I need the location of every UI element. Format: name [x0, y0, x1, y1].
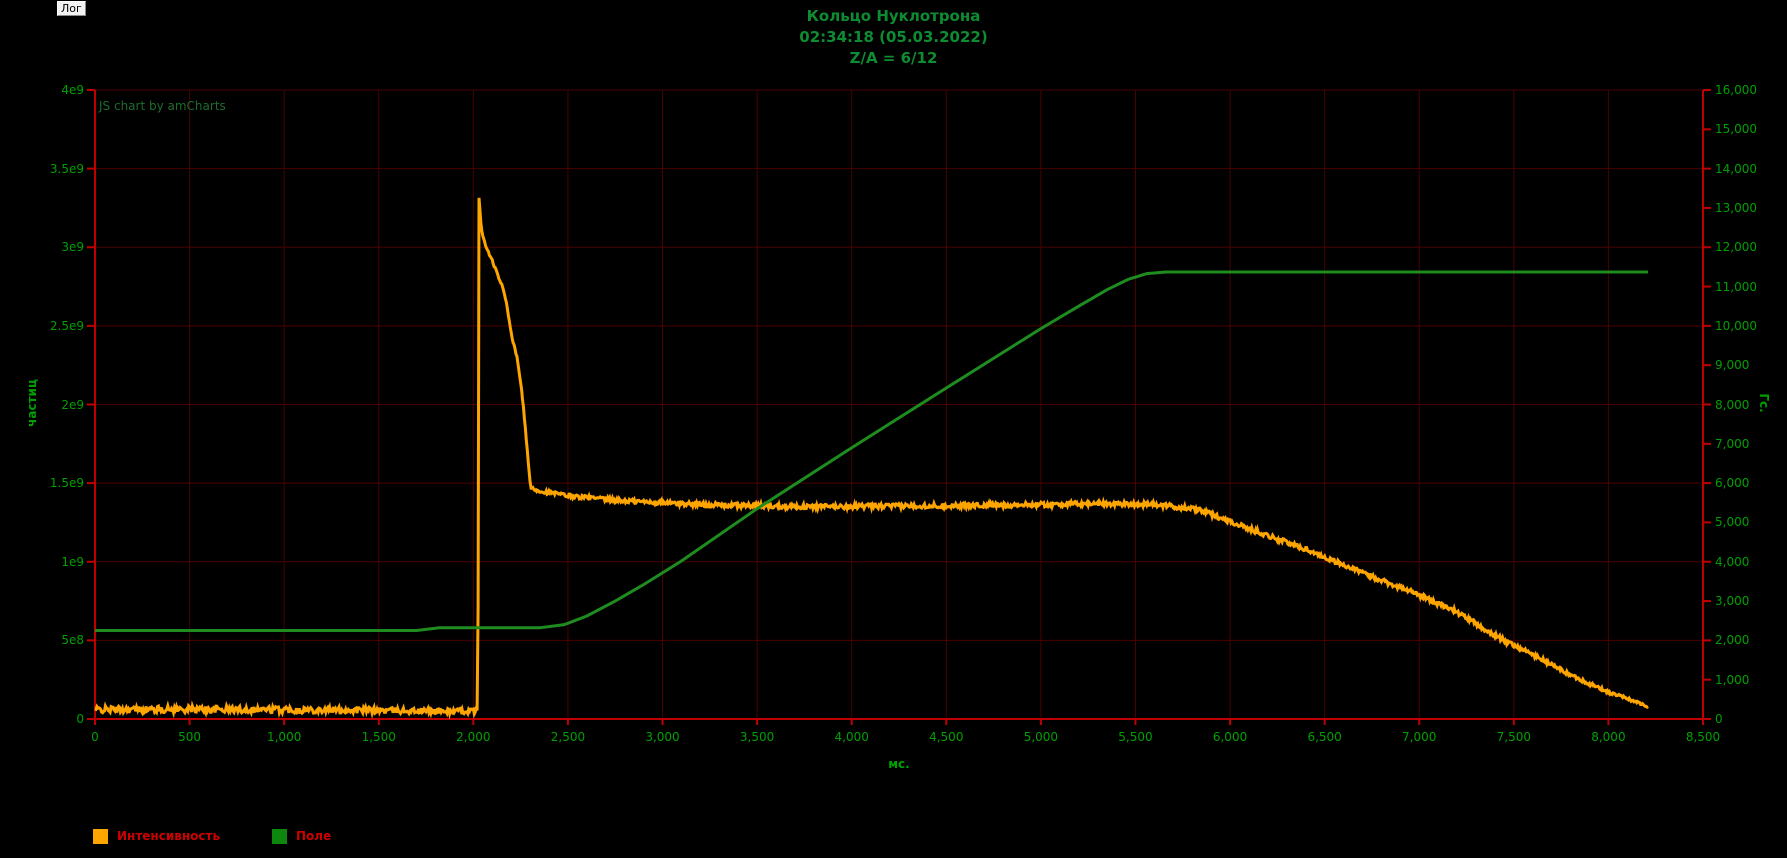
right-axis-tick-label: 10,000: [1715, 318, 1757, 333]
chart-timestamp: 02:34:18 (05.03.2022): [799, 28, 988, 46]
amcharts-watermark: JS chart by amCharts: [99, 99, 226, 113]
x-axis-tick-label: 1,000: [266, 730, 302, 744]
x-axis-tick-label: 0: [91, 730, 99, 744]
right-axis-tick-label: 11,000: [1715, 279, 1757, 294]
intensity-legend-label: Интенсивность: [117, 829, 221, 843]
left-axis-tick-label: 3e9: [61, 240, 84, 255]
x-axis-title: мс.: [888, 757, 910, 771]
right-axis-tick-label: 4,000: [1715, 554, 1750, 569]
right-axis-tick-label: 8,000: [1715, 397, 1750, 412]
x-axis-tick-label: 4,500: [929, 730, 964, 744]
left-axis-tick-label: 0: [76, 712, 84, 726]
log-scale-button[interactable]: Лог: [57, 1, 86, 16]
x-axis-tick-label: 7,000: [1402, 730, 1437, 744]
intensity-legend-swatch: [93, 828, 108, 844]
legend-item-field[interactable]: Поле: [272, 826, 331, 846]
field-legend-label: Поле: [296, 829, 332, 843]
left-axis-tick-label: 2e9: [61, 397, 84, 412]
x-axis-tick-label: 6,000: [1212, 730, 1248, 744]
left-axis-tick-label: 1e9: [61, 554, 84, 569]
right-axis-tick-label: 7,000: [1715, 436, 1750, 451]
x-axis-tick-label: 8,500: [1685, 730, 1721, 744]
x-axis-tick-label: 5,500: [1118, 730, 1153, 744]
x-axis-tick-label: 3,500: [739, 730, 775, 744]
x-axis-tick-label: 8,000: [1591, 730, 1626, 744]
field-series-line: [95, 270, 1649, 632]
x-axis-tick-label: 500: [178, 730, 202, 744]
chart-za-ratio: Z/A = 6/12: [849, 49, 938, 67]
x-axis-tick-label: 2,000: [456, 730, 491, 744]
left-axis-tick-label: 3.5e9: [49, 161, 84, 176]
right-axis-tick-label: 16,000: [1715, 83, 1757, 97]
x-axis-tick-label: 1,500: [361, 730, 396, 744]
chart-title-block: Кольцо Нуклотрона 02:34:18 (05.03.2022) …: [0, 6, 1787, 69]
right-axis-tick-label: 9,000: [1715, 358, 1750, 373]
right-axis-tick-label: 3,000: [1715, 594, 1750, 609]
left-axis-tick-label: 2.5e9: [49, 318, 84, 333]
x-axis-tick-label: 7,500: [1496, 730, 1531, 744]
left-axis-tick-label: 4e9: [61, 83, 84, 97]
intensity-series-line: [94, 197, 1649, 720]
right-axis-tick-label: 15,000: [1715, 122, 1757, 137]
right-axis-tick-label: 12,000: [1715, 240, 1757, 255]
right-axis-tick-label: 1,000: [1715, 672, 1750, 687]
right-axis-tick-label: 14,000: [1715, 161, 1757, 176]
chart-legend: Интенсивность Поле: [0, 826, 1787, 850]
right-axis-tick-label: 2,000: [1715, 633, 1750, 648]
x-axis-tick-label: 3,000: [645, 730, 680, 744]
right-axis-tick-label: 13,000: [1715, 200, 1757, 215]
x-axis-tick-label: 4,000: [834, 730, 869, 744]
x-axis-tick-label: 6,500: [1307, 730, 1342, 744]
right-axis-title: Гс.: [1757, 393, 1771, 413]
right-axis-tick-label: 0: [1715, 712, 1723, 726]
left-axis-tick-label: 1.5e9: [49, 476, 84, 491]
right-axis-tick-label: 5,000: [1715, 515, 1750, 530]
chart-title: Кольцо Нуклотрона: [806, 7, 981, 25]
field-legend-swatch: [272, 828, 287, 844]
left-axis-title: частиц: [25, 379, 39, 427]
x-axis-tick-label: 2,500: [550, 730, 586, 744]
right-axis-tick-label: 6,000: [1715, 476, 1750, 491]
left-axis-tick-label: 5e8: [61, 633, 84, 648]
x-axis-tick-label: 5,000: [1023, 730, 1059, 744]
legend-item-intensity[interactable]: Интенсивность: [93, 826, 220, 846]
